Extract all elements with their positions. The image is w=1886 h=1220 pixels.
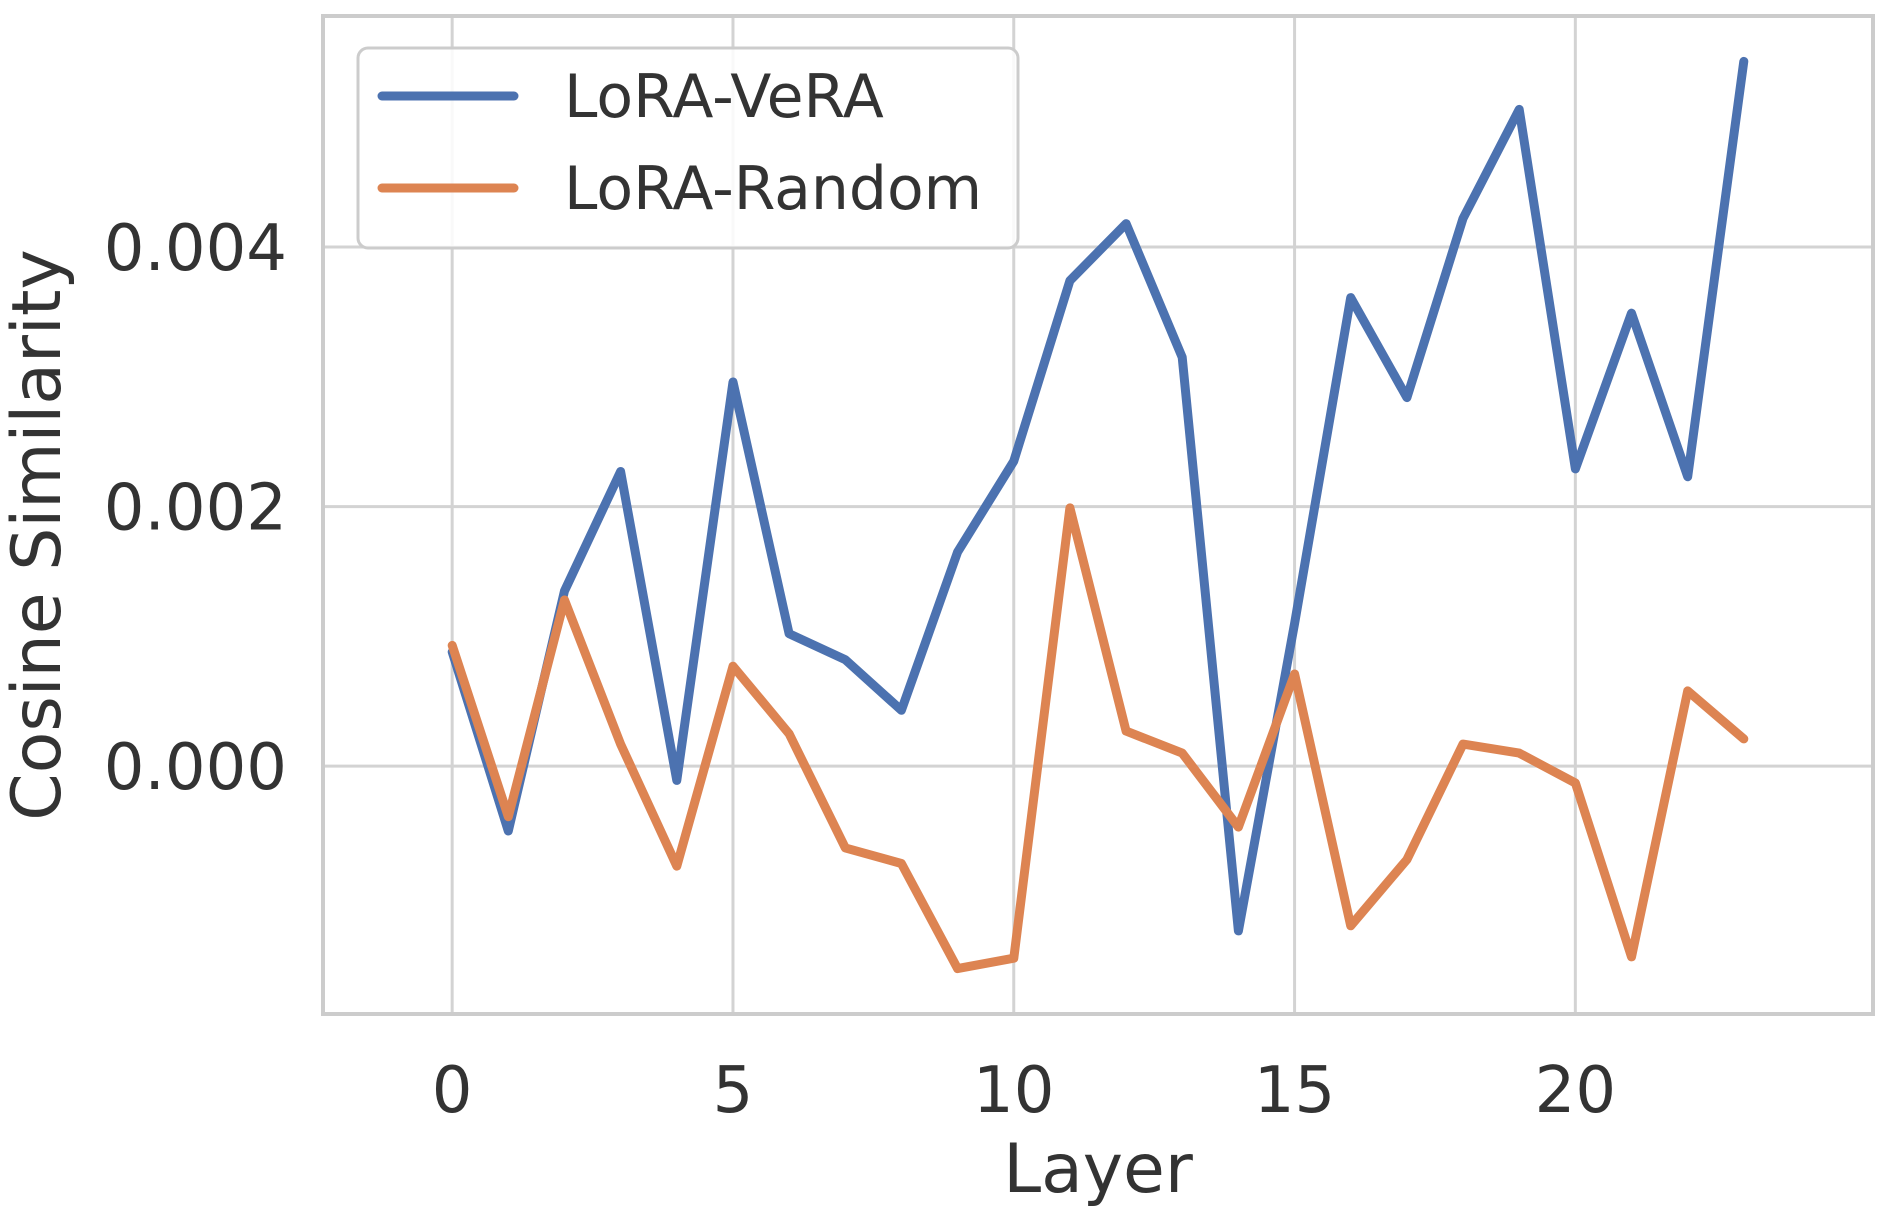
x-axis-label: Layer [1003,1130,1193,1209]
x-tick-label: 10 [973,1054,1054,1128]
legend: LoRA-VeRA LoRA-Random [356,46,1020,250]
series-line-lora-vera [447,56,1749,936]
x-tick-labels: 0 5 10 15 20 [432,1054,1616,1128]
y-tick-label: 0.002 [104,472,287,546]
series-line-lora-random [447,503,1749,974]
x-tick-label: 15 [1254,1054,1335,1128]
x-tick-label: 5 [713,1054,754,1128]
x-tick-label: 0 [432,1054,473,1128]
y-tick-label: 0.004 [104,212,287,286]
x-tick-label: 20 [1535,1054,1616,1128]
y-axis-label: Cosine Similarity [0,249,77,820]
legend-label-lora-vera: LoRA-VeRA [564,62,884,132]
series-layer [447,56,1749,974]
y-gridlines [323,245,1873,768]
legend-label-lora-random: LoRA-Random [564,154,982,224]
plot-frame [321,14,1875,1016]
y-tick-labels: 0.000 0.002 0.004 [104,212,287,805]
legend-entries: LoRA-VeRA LoRA-Random [377,62,982,224]
y-tick-label: 0.000 [104,731,287,805]
legend-box [356,46,1020,250]
